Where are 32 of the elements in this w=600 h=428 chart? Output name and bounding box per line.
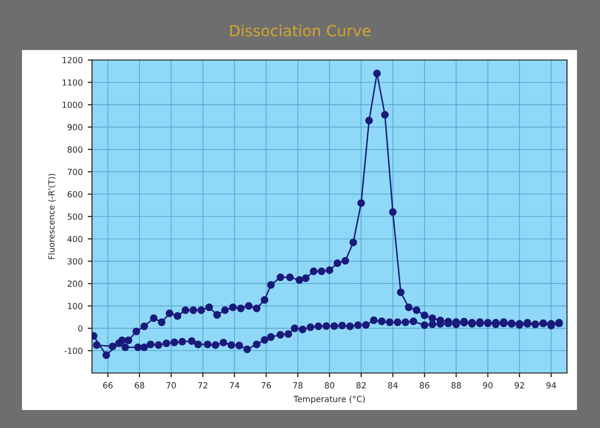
y-tick-label: 100 (68, 302, 82, 310)
x-tick-label: 72 (198, 382, 208, 388)
y-tick-label: 0 (78, 325, 82, 332)
x-tick-label: 90 (483, 382, 493, 388)
x-tick-label: 84 (388, 382, 398, 388)
y-tick-label: -100 (64, 348, 82, 354)
chart-title: Dissociation Curve (230, 24, 370, 36)
y-tick-label: 700 (68, 168, 82, 176)
y-axis-title: Fluorescence (-R'(T)) (48, 174, 56, 260)
x-axis-title: Temperature (°C) (294, 396, 365, 404)
x-tick-label: 94 (546, 382, 556, 388)
x-tick-label: 80 (324, 382, 334, 388)
y-tick-label: 800 (68, 146, 82, 153)
x-tick-label: 92 (514, 382, 524, 388)
x-tick-label: 66 (103, 382, 113, 388)
y-tick-label: 200 (68, 280, 82, 287)
y-tick-label: 300 (68, 258, 82, 264)
y-tick-label: 1100 (62, 79, 82, 86)
y-tick-label: 600 (68, 191, 82, 198)
y-tick-label: 1200 (62, 56, 82, 64)
y-tick-label: 400 (67, 236, 82, 242)
x-tick-label: 74 (230, 382, 240, 388)
x-tick-label: 78 (293, 382, 303, 388)
x-tick-label: 70 (166, 382, 176, 388)
y-tick-label: 1000 (62, 102, 82, 108)
x-tick-label: 82 (356, 382, 366, 388)
x-tick-label: 86 (420, 382, 430, 388)
y-tick-label: 500 (68, 213, 82, 220)
x-tick-label: 76 (262, 382, 271, 388)
y-tick-label: 900 (68, 124, 82, 130)
x-tick-label: 68 (134, 382, 144, 388)
x-tick-label: 88 (451, 382, 461, 388)
